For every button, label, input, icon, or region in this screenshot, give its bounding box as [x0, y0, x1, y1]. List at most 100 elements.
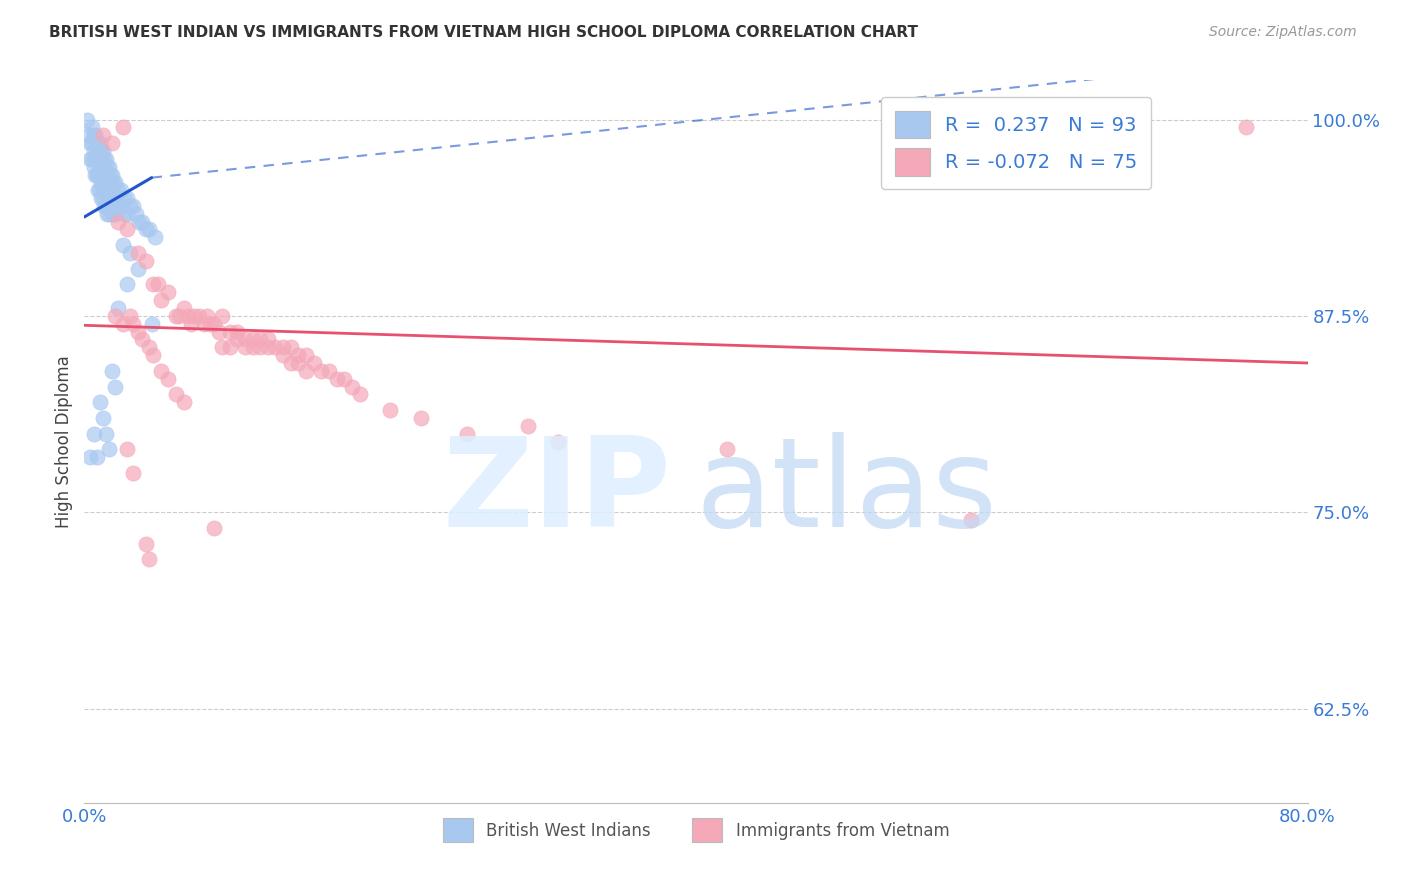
Point — [91, 144, 114, 158]
Point — [103, 191, 125, 205]
Point — [131, 214, 153, 228]
Point — [104, 175, 127, 189]
Point — [103, 175, 125, 189]
Point — [146, 277, 169, 292]
Point — [226, 333, 249, 347]
Point — [302, 356, 325, 370]
Point — [157, 285, 180, 300]
Point — [120, 246, 142, 260]
Point — [91, 160, 114, 174]
Point — [110, 199, 132, 213]
Point — [107, 214, 129, 228]
Point — [101, 199, 124, 213]
Point — [98, 168, 121, 182]
Point — [202, 317, 225, 331]
Point — [111, 317, 134, 331]
Point — [89, 183, 111, 197]
Point — [110, 183, 132, 197]
Point — [127, 325, 149, 339]
Point — [96, 175, 118, 189]
Point — [91, 411, 114, 425]
Point — [271, 340, 294, 354]
Point — [128, 214, 150, 228]
Point — [165, 387, 187, 401]
Point — [84, 128, 107, 143]
Point — [89, 168, 111, 182]
Point — [112, 191, 135, 205]
Point — [94, 199, 117, 213]
Point — [101, 364, 124, 378]
Point — [456, 426, 478, 441]
Point — [264, 340, 287, 354]
Point — [142, 348, 165, 362]
Point — [318, 364, 340, 378]
Point — [97, 442, 120, 457]
Point — [233, 333, 256, 347]
Point — [287, 356, 309, 370]
Point — [195, 309, 218, 323]
Point — [115, 442, 138, 457]
Text: Source: ZipAtlas.com: Source: ZipAtlas.com — [1209, 25, 1357, 39]
Point — [135, 222, 157, 236]
Point — [249, 340, 271, 354]
Point — [93, 152, 115, 166]
Point — [115, 222, 138, 236]
Point — [180, 317, 202, 331]
Point — [83, 128, 105, 143]
Point — [115, 191, 138, 205]
Point — [89, 395, 111, 409]
Point — [233, 340, 256, 354]
Point — [94, 183, 117, 197]
Point — [183, 309, 205, 323]
Point — [177, 309, 200, 323]
Point — [77, 128, 100, 143]
Point — [135, 536, 157, 550]
Point — [143, 230, 166, 244]
Point — [141, 317, 163, 331]
Point — [716, 442, 738, 457]
Text: ZIP: ZIP — [443, 432, 672, 553]
Point — [80, 120, 103, 135]
Point — [94, 426, 117, 441]
Point — [193, 317, 215, 331]
Point — [97, 207, 120, 221]
Point — [208, 325, 231, 339]
Point — [120, 199, 142, 213]
Point — [226, 325, 249, 339]
Point — [960, 513, 983, 527]
Point — [138, 222, 160, 236]
Point — [86, 152, 108, 166]
Legend: British West Indians, Immigrants from Vietnam: British West Indians, Immigrants from Vi… — [436, 812, 956, 848]
Point — [349, 387, 371, 401]
Point — [218, 340, 240, 354]
Point — [111, 238, 134, 252]
Point — [122, 199, 145, 213]
Point — [295, 364, 318, 378]
Point — [1236, 120, 1258, 135]
Point — [90, 160, 112, 174]
Point — [104, 379, 127, 393]
Point — [202, 521, 225, 535]
Point — [90, 144, 112, 158]
Point — [89, 136, 111, 150]
Point — [242, 340, 264, 354]
Point — [111, 120, 134, 135]
Point — [83, 144, 105, 158]
Point — [516, 418, 538, 433]
Point — [83, 426, 105, 441]
Point — [295, 348, 318, 362]
Point — [115, 207, 138, 221]
Point — [547, 434, 569, 449]
Point — [131, 333, 153, 347]
Point — [249, 333, 271, 347]
Point — [79, 136, 101, 150]
Text: BRITISH WEST INDIAN VS IMMIGRANTS FROM VIETNAM HIGH SCHOOL DIPLOMA CORRELATION C: BRITISH WEST INDIAN VS IMMIGRANTS FROM V… — [49, 25, 918, 40]
Point — [107, 183, 129, 197]
Point — [340, 379, 363, 393]
Point — [112, 207, 135, 221]
Point — [107, 301, 129, 315]
Point — [87, 183, 110, 197]
Point — [84, 168, 107, 182]
Point — [280, 356, 302, 370]
Point — [96, 160, 118, 174]
